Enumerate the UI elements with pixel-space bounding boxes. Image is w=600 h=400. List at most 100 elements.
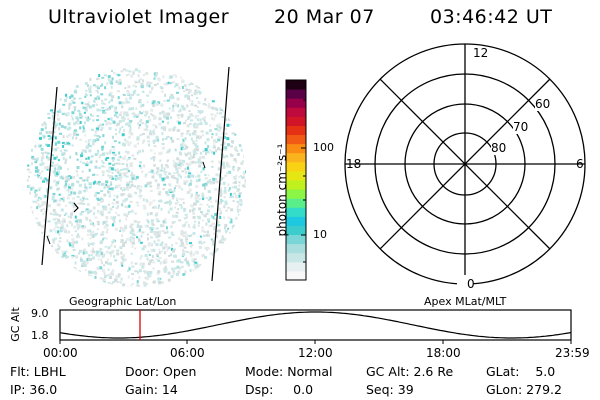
emission-pixel <box>124 205 127 208</box>
emission-pixel <box>191 161 195 164</box>
emission-pixel <box>73 191 77 195</box>
emission-pixel <box>190 179 193 183</box>
emission-pixel <box>157 259 161 262</box>
emission-pixel <box>149 259 153 263</box>
emission-pixel <box>182 253 186 257</box>
emission-pixel <box>229 221 233 224</box>
emission-pixel <box>92 173 96 176</box>
emission-pixel <box>208 225 211 228</box>
emission-pixel <box>61 113 65 116</box>
emission-pixel <box>184 250 187 253</box>
emission-pixel <box>179 204 183 206</box>
emission-pixel <box>142 198 145 202</box>
emission-pixel <box>88 220 92 223</box>
emission-pixel <box>87 101 90 104</box>
emission-pixel <box>110 85 113 89</box>
emission-pixel <box>230 153 232 156</box>
emission-pixel <box>60 175 63 178</box>
emission-pixel <box>203 241 206 244</box>
emission-pixel <box>209 124 212 127</box>
emission-pixel <box>183 84 187 87</box>
emission-pixel <box>77 252 80 255</box>
emission-pixel <box>60 223 64 227</box>
emission-pixel <box>127 275 130 279</box>
emission-pixel <box>37 169 40 173</box>
emission-pixel <box>217 147 220 151</box>
colorbar-step <box>286 225 306 236</box>
emission-pixel <box>128 70 132 73</box>
emission-pixel <box>157 270 161 274</box>
emission-pixel <box>29 191 32 195</box>
emission-pixel <box>238 144 242 147</box>
emission-pixel <box>171 109 175 112</box>
emission-pixel <box>46 181 50 185</box>
emission-pixel <box>119 74 122 77</box>
emission-pixel <box>96 119 100 122</box>
emission-pixel <box>217 123 221 127</box>
emission-pixel <box>99 266 103 270</box>
emission-pixel <box>57 165 61 169</box>
emission-pixel <box>214 250 218 253</box>
emission-pixel <box>114 177 117 181</box>
emission-pixel <box>189 133 192 137</box>
colorbar-step <box>286 261 306 272</box>
emission-pixel <box>222 156 226 159</box>
emission-pixel <box>77 109 81 112</box>
status-glat: GLat: 5.0 <box>486 364 556 379</box>
emission-pixel <box>61 256 65 258</box>
emission-pixel <box>187 263 190 267</box>
emission-pixel <box>52 135 56 138</box>
emission-pixel <box>68 201 72 204</box>
emission-pixel <box>101 145 105 149</box>
emission-pixel <box>75 116 79 120</box>
emission-pixel <box>83 264 87 267</box>
emission-pixel <box>85 208 89 211</box>
emission-pixel <box>66 188 69 191</box>
emission-pixel <box>214 128 218 131</box>
emission-pixel <box>194 175 197 178</box>
emission-pixel <box>121 126 124 128</box>
emission-pixel <box>198 221 200 225</box>
coastline-tick <box>202 161 206 169</box>
emission-pixel <box>63 126 67 129</box>
emission-pixel <box>59 226 63 229</box>
emission-pixel <box>130 74 133 78</box>
emission-pixel <box>168 76 171 79</box>
emission-pixel <box>57 170 60 174</box>
emission-pixel <box>129 180 133 183</box>
emission-pixel <box>34 201 38 204</box>
emission-pixel <box>95 89 99 92</box>
emission-pixel <box>182 249 184 253</box>
emission-pixel <box>157 78 161 82</box>
emission-pixel <box>146 84 149 87</box>
emission-pixel <box>104 119 107 122</box>
emission-pixel <box>168 236 172 239</box>
emission-pixel <box>173 187 176 190</box>
emission-pixel <box>157 200 161 202</box>
emission-pixel <box>207 190 211 193</box>
emission-pixel <box>190 204 194 208</box>
emission-pixel <box>55 225 57 228</box>
emission-pixel <box>145 110 149 114</box>
emission-pixel <box>87 243 90 247</box>
emission-pixel <box>89 233 92 236</box>
emission-pixel <box>46 155 48 159</box>
emission-pixel <box>68 186 71 189</box>
emission-pixel <box>220 210 222 214</box>
emission-pixel <box>110 183 113 186</box>
emission-pixel <box>76 166 80 169</box>
emission-pixel <box>53 179 57 183</box>
emission-pixel <box>144 184 148 188</box>
emission-pixel <box>186 251 189 253</box>
emission-pixel <box>213 143 216 147</box>
emission-pixel <box>169 207 173 211</box>
emission-pixel <box>115 111 119 114</box>
emission-pixel <box>184 167 187 170</box>
emission-pixel <box>51 154 55 157</box>
emission-pixel <box>101 126 104 129</box>
emission-pixel <box>129 141 132 144</box>
emission-pixel <box>224 209 228 212</box>
emission-pixel <box>163 170 166 173</box>
emission-pixel <box>121 133 125 137</box>
emission-pixel <box>108 203 110 206</box>
